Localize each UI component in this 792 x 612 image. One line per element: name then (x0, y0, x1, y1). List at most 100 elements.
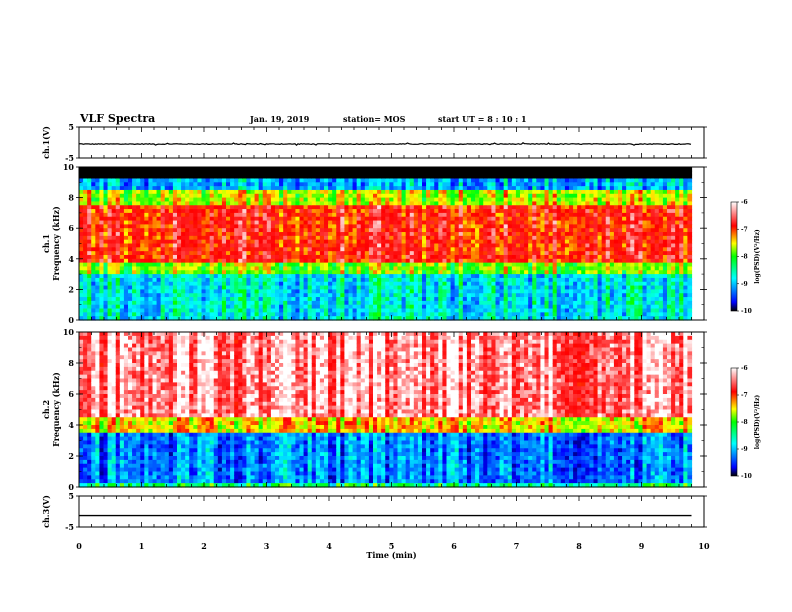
spectrogram-cell (483, 297, 488, 302)
spectrogram-cell (397, 178, 403, 183)
spectrogram-cell (454, 197, 460, 203)
spectrogram-cell (511, 178, 517, 183)
spectrogram-cell (520, 297, 525, 302)
spectrogram-cell (434, 254, 439, 260)
spectrogram-cell (438, 308, 444, 313)
spectrogram-cell (270, 209, 276, 214)
spectrogram-cell (185, 205, 190, 210)
spectrogram-cell (393, 277, 399, 283)
spectrogram-cell (307, 212, 313, 218)
spectrogram-cell (426, 209, 431, 214)
spectrogram-cell (172, 312, 178, 317)
spectrogram-cell (319, 300, 325, 306)
spectrogram-cell (332, 277, 337, 283)
spectrogram-cell (103, 316, 109, 321)
spectrogram-cell (503, 170, 509, 176)
spectrogram-cell (311, 239, 317, 245)
spectrogram-cell (140, 220, 145, 225)
spectrogram-cell (389, 270, 395, 275)
spectrogram-cell (164, 258, 170, 264)
spectrogram-cell (401, 312, 407, 317)
spectrogram-cell (462, 235, 468, 241)
spectrogram-cell (544, 178, 550, 183)
spectrogram-cell (266, 258, 272, 264)
spectrogram-cell (144, 247, 150, 252)
spectrogram-cell (373, 174, 378, 180)
spectrogram-cell (536, 193, 542, 199)
spectrogram-cell (140, 182, 145, 187)
spectrogram-cell (319, 289, 325, 294)
spectrogram-cell (422, 201, 427, 206)
spectrogram-cell (160, 174, 166, 180)
spectrogram-cell (193, 205, 199, 210)
spectrogram-cell (213, 197, 219, 203)
spectrogram-cell (324, 308, 329, 313)
spectrogram-cell (144, 281, 150, 287)
spectrogram-cell (397, 251, 403, 256)
spectrogram-cell (287, 247, 292, 252)
spectrogram-cell (185, 232, 190, 237)
spectrogram-cell (303, 167, 309, 172)
spectrogram-cell (377, 251, 382, 256)
spectrogram-cell (217, 209, 223, 214)
spectrogram-cell (250, 182, 256, 187)
spectrogram-cell (250, 308, 256, 313)
spectrogram-cell (405, 205, 411, 210)
spectrogram-cell (193, 281, 199, 287)
spectrogram-cell (209, 212, 215, 218)
spectrogram-cell (328, 209, 333, 214)
spectrogram-cell (581, 274, 586, 279)
spectrogram-cell (160, 235, 166, 241)
spectrogram-cell (217, 277, 223, 283)
spectrogram-cell (426, 281, 431, 287)
spectrogram-cell (303, 266, 309, 271)
spectrogram-cell (352, 174, 358, 180)
spectrogram-cell (581, 270, 586, 275)
spectrogram-cell (495, 243, 501, 248)
spectrogram-cell (315, 209, 321, 214)
spectrogram-cell (95, 281, 101, 287)
spectrogram-cell (409, 285, 415, 290)
spectrogram-cell (389, 300, 395, 306)
spectrogram-cell (295, 205, 301, 210)
spectrogram-cell (275, 228, 280, 233)
spectrogram-cell (193, 212, 199, 218)
spectrogram-cell (119, 304, 125, 310)
spectrogram-cell (401, 216, 407, 222)
spectrogram-cell (479, 216, 484, 222)
spectrogram-cell (458, 193, 464, 199)
spectrogram-cell (307, 277, 313, 283)
spectrogram-cell (536, 170, 542, 176)
spectrogram-cell (503, 232, 509, 237)
spectrogram-cell (336, 258, 341, 264)
spectrogram-cell (209, 174, 215, 180)
spectrogram-cell (352, 266, 358, 271)
spectrogram-cell (91, 254, 96, 260)
spectrogram-cell (148, 205, 154, 210)
spectrogram-cell (181, 178, 186, 183)
spectrogram-cell (422, 254, 427, 260)
spectrogram-cell (544, 266, 550, 271)
spectrogram-cell (319, 201, 325, 206)
spectrogram-cell (172, 174, 178, 180)
spectrogram-cell (450, 251, 456, 256)
spectrogram-cell (291, 201, 297, 206)
spectrogram-cell (548, 232, 554, 237)
spectrogram-cell (577, 228, 582, 233)
spectrogram-cell (103, 304, 109, 310)
spectrogram-cell (564, 212, 570, 218)
spectrogram-cell (315, 308, 321, 313)
spectrogram-cell (168, 300, 174, 306)
spectrogram-cell (311, 289, 317, 294)
spectrogram-cell (307, 189, 313, 195)
spectrogram-cell (254, 262, 260, 268)
spectrogram-cell (283, 167, 288, 172)
spectrogram-cell (111, 285, 117, 290)
spectrogram-cell (111, 262, 117, 268)
spectrogram-cell (136, 167, 141, 172)
spectrogram-cell (275, 189, 280, 195)
spectrogram-cell (168, 312, 174, 317)
spectrogram-cell (352, 308, 358, 313)
spectrogram-cell (548, 197, 554, 203)
spectrogram-cell (311, 235, 317, 241)
